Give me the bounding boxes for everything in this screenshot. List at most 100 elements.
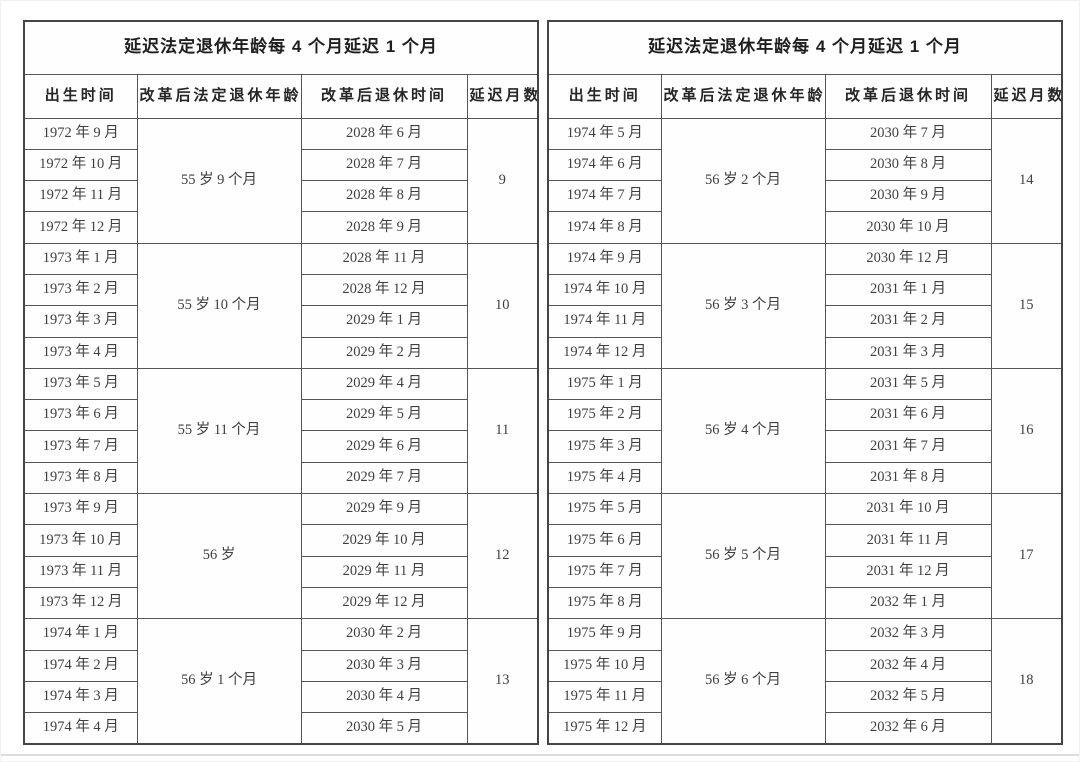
page-bottom-divider (1, 754, 1079, 756)
retirement-month-cell: 2031 年 3 月 (824, 336, 992, 369)
table-row: 1975 年 10 月 2032 年 4 月 (547, 649, 1062, 682)
retirement-month-cell: 2028 年 7 月 (300, 148, 468, 182)
retirement-month-cell: 2029 年 2 月 (300, 336, 468, 369)
table-row: 1973 年 7 月 2029 年 6 月 (23, 430, 538, 463)
statutory-age-cell: 56 岁 (136, 493, 302, 620)
delay-months-cell: 10 (466, 242, 539, 369)
table-row: 1975 年 7 月 2031 年 12 月 (547, 555, 1062, 588)
statutory-age-cell: 55 岁 9 个月 (136, 117, 302, 244)
birth-month-cell: 1974 年 2 月 (23, 649, 138, 682)
delay-months-cell: 13 (466, 618, 539, 745)
statutory-age-cell: 56 岁 2 个月 (660, 117, 826, 244)
table-row: 1974 年 3 月 2030 年 4 月 (23, 680, 538, 714)
table-row: 1973 年 5 月 55 岁 11 个月 2029 年 4 月 11 (23, 367, 539, 495)
retirement-month-cell: 2031 年 10 月 (824, 493, 992, 526)
delay-months-cell: 9 (466, 117, 539, 244)
retirement-month-cell: 2030 年 4 月 (300, 680, 468, 714)
retirement-month-cell: 2032 年 1 月 (824, 586, 992, 620)
birth-month-cell: 1973 年 7 月 (23, 430, 138, 463)
table-row: 1973 年 1 月 55 岁 10 个月 2028 年 11 月 10 (23, 242, 539, 369)
birth-month-cell: 1972 年 10 月 (23, 148, 138, 182)
table-row: 1975 年 9 月 56 岁 6 个月 2032 年 3 月 18 (547, 618, 1063, 745)
delay-months-cell: 16 (990, 367, 1063, 495)
birth-month-cell: 1974 年 7 月 (547, 180, 662, 213)
birth-month-cell: 1975 年 3 月 (547, 430, 662, 463)
table-row: 1972 年 10 月 2028 年 7 月 (23, 148, 538, 182)
table-row: 1973 年 8 月 2029 年 7 月 (23, 461, 538, 495)
delay-months-cell: 12 (466, 493, 539, 620)
retirement-month-cell: 2028 年 6 月 (300, 117, 468, 150)
retirement-month-cell: 2031 年 12 月 (824, 555, 992, 588)
birth-month-cell: 1975 年 9 月 (547, 618, 662, 651)
statutory-age-cell: 56 岁 3 个月 (660, 242, 826, 369)
table-title: 延迟法定退休年龄每 4 个月延迟 1 个月 (547, 20, 1063, 75)
birth-month-cell: 1973 年 2 月 (23, 273, 138, 307)
table-row: 1974 年 4 月 2030 年 5 月 (23, 712, 538, 745)
retirement-month-cell: 2030 年 10 月 (824, 211, 992, 244)
retirement-month-cell: 2030 年 5 月 (300, 712, 468, 745)
table-row: 1975 年 6 月 2031 年 11 月 (547, 524, 1062, 557)
retirement-month-cell: 2032 年 4 月 (824, 649, 992, 682)
birth-month-cell: 1972 年 9 月 (23, 117, 138, 150)
table-row: 1973 年 6 月 2029 年 5 月 (23, 399, 538, 432)
statutory-age-cell: 55 岁 10 个月 (136, 242, 302, 369)
table-row: 1974 年 2 月 2030 年 3 月 (23, 649, 538, 682)
retirement-month-cell: 2029 年 10 月 (300, 524, 468, 557)
birth-month-cell: 1973 年 6 月 (23, 399, 138, 432)
retirement-table-right: 延迟法定退休年龄每 4 个月延迟 1 个月 出生时间 改革后法定退休年龄 改革后退休时… (547, 20, 1063, 745)
retirement-month-cell: 2028 年 11 月 (300, 242, 468, 275)
birth-month-cell: 1974 年 3 月 (23, 680, 138, 714)
retirement-month-cell: 2032 年 5 月 (824, 680, 992, 714)
birth-month-cell: 1975 年 11 月 (547, 680, 662, 714)
retirement-month-cell: 2031 年 11 月 (824, 524, 992, 557)
birth-month-cell: 1975 年 4 月 (547, 461, 662, 495)
birth-month-cell: 1974 年 9 月 (547, 242, 662, 275)
retirement-month-cell: 2030 年 9 月 (824, 180, 992, 213)
birth-month-cell: 1975 年 7 月 (547, 555, 662, 588)
table-row: 1975 年 3 月 2031 年 7 月 (547, 430, 1062, 463)
table-row: 1973 年 9 月 56 岁 2029 年 9 月 12 (23, 493, 539, 620)
birth-month-cell: 1975 年 6 月 (547, 524, 662, 557)
statutory-age-cell: 56 岁 1 个月 (136, 618, 302, 745)
column-header-statutory-age: 改革后法定退休年龄 (136, 73, 302, 119)
retirement-month-cell: 2031 年 7 月 (824, 430, 992, 463)
table-row: 1973 年 4 月 2029 年 2 月 (23, 336, 538, 369)
retirement-month-cell: 2029 年 6 月 (300, 430, 468, 463)
table-row: 1973 年 12 月 2029 年 12 月 (23, 586, 538, 620)
retirement-month-cell: 2032 年 6 月 (824, 712, 992, 745)
retirement-month-cell: 2031 年 2 月 (824, 305, 992, 338)
birth-month-cell: 1974 年 11 月 (547, 305, 662, 338)
table-row: 1973 年 3 月 2029 年 1 月 (23, 305, 538, 338)
retirement-month-cell: 2030 年 7 月 (824, 117, 992, 150)
table-row: 1975 年 2 月 2031 年 6 月 (547, 399, 1062, 432)
retirement-month-cell: 2029 年 12 月 (300, 586, 468, 620)
column-header-retirement-time: 改革后退休时间 (300, 73, 468, 119)
birth-month-cell: 1975 年 1 月 (547, 367, 662, 401)
table-row: 1974 年 5 月 56 岁 2 个月 2030 年 7 月 14 (547, 117, 1063, 244)
table-row: 1975 年 4 月 2031 年 8 月 (547, 461, 1062, 495)
column-header-delay-months: 延迟月数 (990, 73, 1063, 119)
delay-months-cell: 17 (990, 493, 1063, 620)
retirement-month-cell: 2029 年 9 月 (300, 493, 468, 526)
delay-months-cell: 15 (990, 242, 1063, 369)
birth-month-cell: 1973 年 8 月 (23, 461, 138, 495)
retirement-table-left: 延迟法定退休年龄每 4 个月延迟 1 个月 出生时间 改革后法定退休年龄 改革后退休时… (23, 20, 539, 745)
table-title: 延迟法定退休年龄每 4 个月延迟 1 个月 (23, 20, 539, 75)
column-header-birth-time: 出生时间 (547, 73, 662, 119)
retirement-month-cell: 2029 年 11 月 (300, 555, 468, 588)
birth-month-cell: 1974 年 4 月 (23, 712, 138, 745)
statutory-age-cell: 56 岁 6 个月 (660, 618, 826, 745)
retirement-month-cell: 2030 年 8 月 (824, 148, 992, 182)
table-row: 1973 年 2 月 2028 年 12 月 (23, 273, 538, 307)
birth-month-cell: 1974 年 10 月 (547, 273, 662, 307)
retirement-month-cell: 2032 年 3 月 (824, 618, 992, 651)
birth-month-cell: 1972 年 11 月 (23, 180, 138, 213)
birth-month-cell: 1974 年 12 月 (547, 336, 662, 369)
retirement-month-cell: 2030 年 3 月 (300, 649, 468, 682)
birth-month-cell: 1973 年 4 月 (23, 336, 138, 369)
tables-container: 延迟法定退休年龄每 4 个月延迟 1 个月 出生时间 改革后法定退休年龄 改革后退休时… (23, 20, 1063, 745)
retirement-month-cell: 2028 年 8 月 (300, 180, 468, 213)
retirement-month-cell: 2031 年 6 月 (824, 399, 992, 432)
table-row: 1974 年 9 月 56 岁 3 个月 2030 年 12 月 15 (547, 242, 1063, 369)
